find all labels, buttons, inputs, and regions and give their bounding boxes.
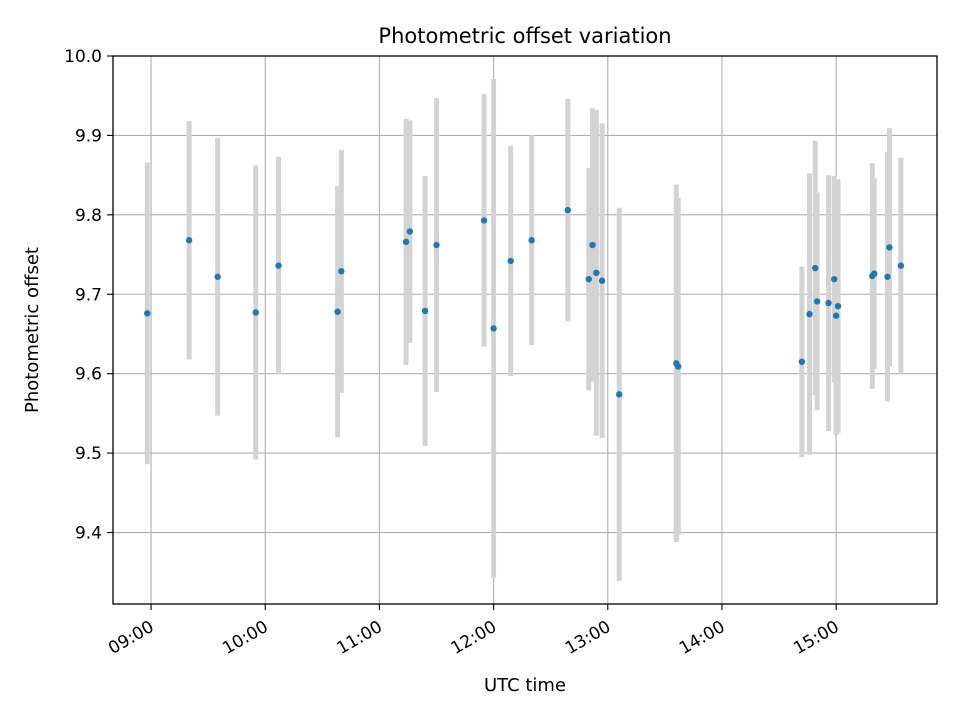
- y-tick-label: 9.8: [75, 206, 102, 226]
- data-point: [831, 275, 838, 283]
- y-tick-label: 9.6: [75, 365, 102, 385]
- data-point: [593, 269, 600, 277]
- data-point: [338, 268, 345, 275]
- data-point: [615, 391, 623, 398]
- data-point: [406, 228, 414, 235]
- data-points: [144, 206, 905, 398]
- data-point: [144, 310, 151, 317]
- data-point: [564, 206, 572, 214]
- data-point: [832, 312, 840, 319]
- data-point: [275, 262, 282, 269]
- data-point: [806, 310, 813, 318]
- plot-frame: [112, 55, 938, 605]
- y-tick-label: 9.7: [75, 285, 102, 305]
- data-point: [886, 244, 893, 251]
- y-tick-label: 10.0: [64, 47, 102, 67]
- data-point: [433, 241, 440, 249]
- y-tick-label: 9.9: [75, 126, 102, 146]
- data-point: [798, 358, 806, 365]
- data-point: [490, 325, 497, 332]
- data-point: [813, 298, 821, 305]
- data-point: [507, 257, 514, 265]
- data-point: [252, 309, 259, 316]
- data-point: [421, 307, 429, 315]
- y-axis-label: Photometric offset: [22, 247, 43, 413]
- data-point: [834, 302, 842, 310]
- data-point: [334, 308, 341, 315]
- y-axis-ticks: 9.4 9.5 9.6 9.7 9.8 9.9 10.0: [64, 47, 113, 544]
- data-point: [585, 275, 592, 283]
- data-point: [825, 299, 832, 307]
- data-point: [598, 277, 606, 284]
- chart-title: Photometric offset variation: [378, 24, 671, 48]
- x-axis-label: UTC time: [484, 675, 566, 696]
- data-point: [589, 241, 596, 249]
- data-point: [897, 262, 905, 269]
- data-point: [185, 237, 193, 244]
- data-point: [674, 363, 682, 370]
- y-tick-label: 9.5: [75, 444, 102, 464]
- data-point: [884, 273, 891, 280]
- data-point: [812, 264, 819, 272]
- data-point: [528, 237, 535, 244]
- y-tick-label: 9.4: [75, 524, 102, 544]
- data-point: [402, 238, 410, 246]
- data-point: [871, 270, 878, 277]
- data-point: [480, 217, 488, 224]
- data-point: [214, 273, 221, 280]
